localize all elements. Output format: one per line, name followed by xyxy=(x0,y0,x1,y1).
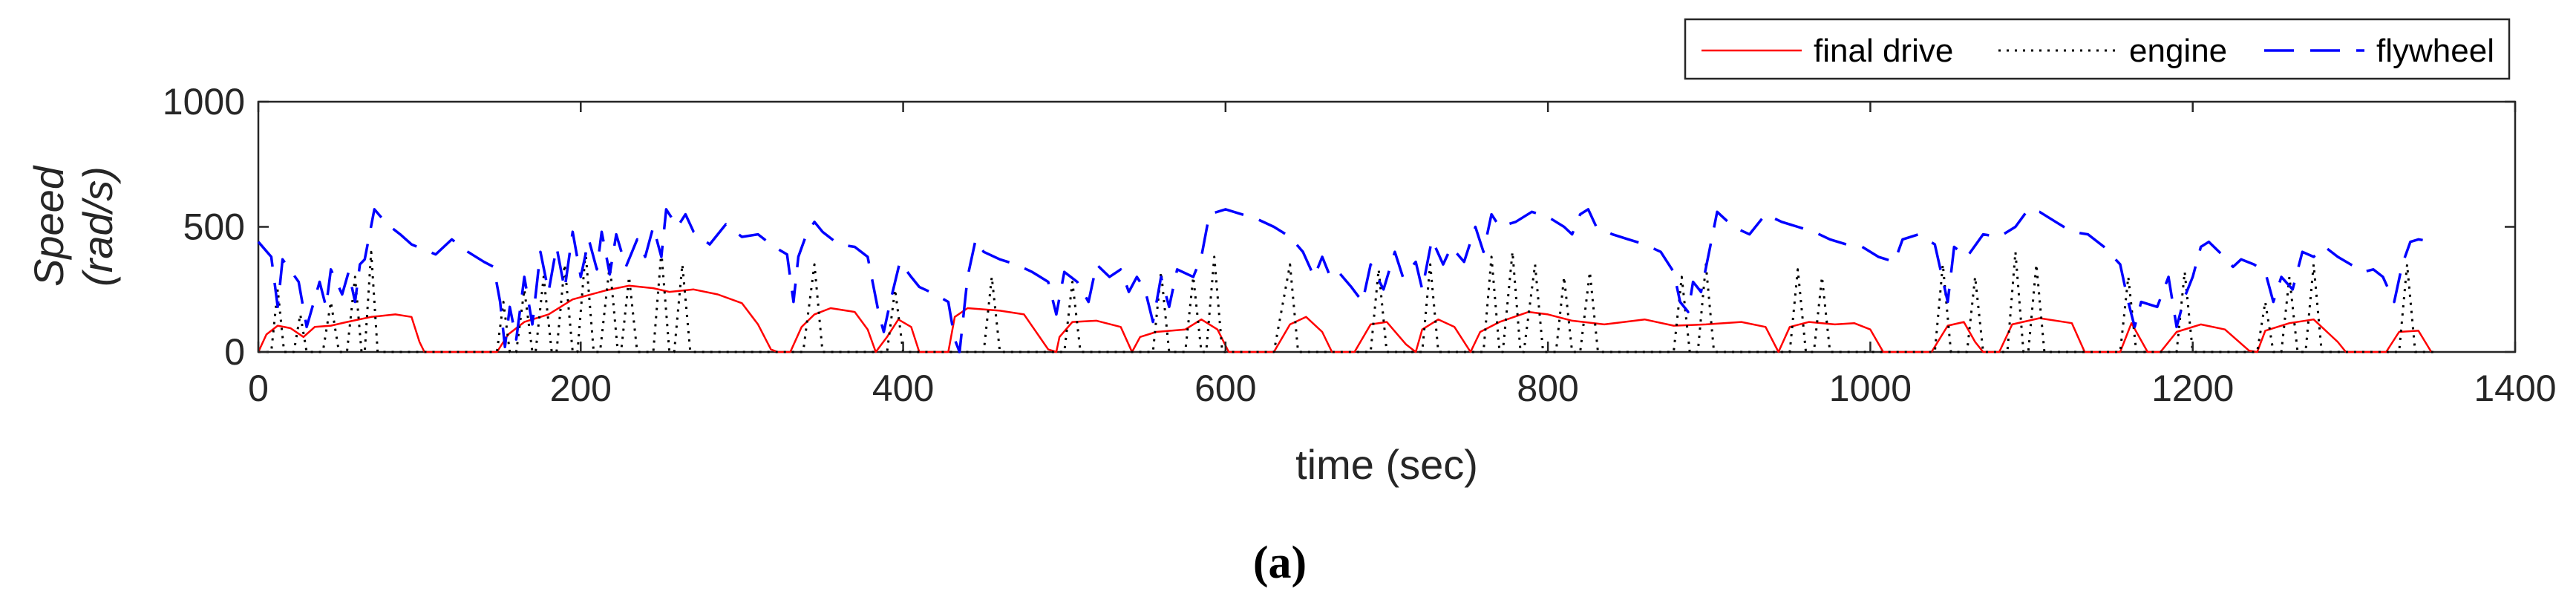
plot-area xyxy=(257,100,2517,353)
x-tick-label: 1400 xyxy=(2474,368,2556,409)
legend-label-engine: engine xyxy=(2129,33,2227,69)
y-axis-title: Speed (rad/s) xyxy=(25,165,121,287)
series-line-engine xyxy=(258,250,2435,353)
series-line-final-drive xyxy=(257,284,2433,353)
x-tick-label: 600 xyxy=(1194,368,1256,409)
y-axis-title-line2: (rad/s) xyxy=(74,166,121,287)
y-tick-label: 500 xyxy=(183,206,245,248)
x-tick-label: 1000 xyxy=(1829,368,1912,409)
y-tick-label: 0 xyxy=(224,331,245,373)
legend-box xyxy=(1684,18,2511,80)
legend-label-final-drive: final drive xyxy=(1814,33,1953,69)
x-tick-label: 800 xyxy=(1517,368,1578,409)
x-tick-label: 400 xyxy=(872,368,934,409)
x-tick-label: 1200 xyxy=(2151,368,2234,409)
x-tick-label: 0 xyxy=(248,368,269,409)
legend-label-flywheel: flywheel xyxy=(2376,33,2494,69)
x-axis-ticks: 0 200 400 600 800 1000 1200 1400 xyxy=(248,102,2557,409)
y-axis-ticks: 0 500 1000 xyxy=(163,81,2515,373)
x-axis-title: time (sec) xyxy=(1295,441,1478,488)
x-tick-label: 200 xyxy=(550,368,612,409)
series-line-flywheel xyxy=(257,208,2435,353)
series-layer xyxy=(257,208,2435,353)
legend: final drive engine flywheel xyxy=(1684,18,2511,80)
figure-caption: (a) xyxy=(1253,538,1307,588)
y-axis-title-line1: Speed xyxy=(25,165,72,287)
y-tick-label: 1000 xyxy=(163,81,245,123)
